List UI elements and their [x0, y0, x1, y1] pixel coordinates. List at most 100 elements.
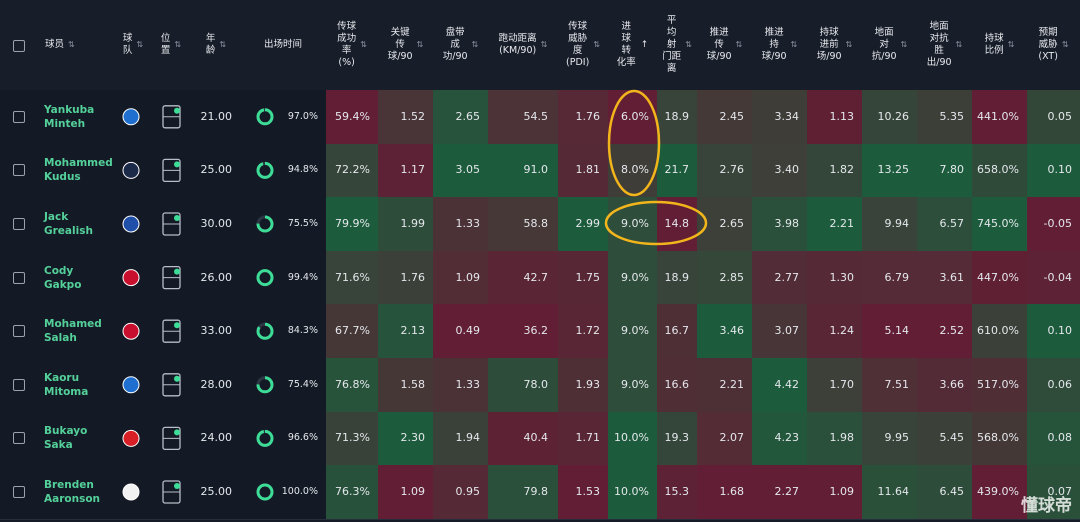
column-header[interactable]: 传球 威胁 度 (PDI)	[558, 0, 608, 90]
stat-cell: 7.80	[917, 143, 972, 198]
stat-cell: 19.3	[657, 411, 697, 466]
row-checkbox[interactable]	[13, 432, 25, 445]
column-header[interactable]: 推进 持 球/90	[752, 0, 807, 90]
stat-cell: 9.0%	[608, 304, 657, 358]
stat-cell: 3.61	[917, 250, 972, 305]
stat-cell: 1.52	[378, 90, 433, 144]
column-header[interactable]: 持球 比例	[972, 0, 1027, 90]
minutes-pct: 100.0%	[281, 485, 318, 497]
stat-cell: 2.76	[697, 143, 752, 198]
stat-cell: 1.70	[807, 358, 862, 412]
stat-cell: 3.98	[752, 197, 807, 251]
minutes-pct: 94.8%	[287, 164, 318, 176]
minutes-pct: 84.3%	[287, 325, 318, 337]
select-all[interactable]	[13, 40, 25, 52]
stat-cell: 1.81	[558, 143, 608, 198]
column-header[interactable]: 盘带 成 功/90	[433, 0, 488, 90]
stat-cell: 6.45	[917, 465, 972, 519]
column-header[interactable]: 球员	[36, 0, 116, 90]
stat-cell: 6.0%	[608, 90, 657, 144]
stat-cell: 9.0%	[608, 250, 657, 305]
column-header[interactable]: 地面 对 抗/90	[862, 0, 917, 90]
stat-cell: 3.40	[752, 143, 807, 198]
stat-cell: 2.99	[558, 197, 608, 251]
stat-cell: 1.17	[378, 143, 433, 198]
watermark: 懂球帝	[1021, 496, 1072, 516]
column-header[interactable]: 进 球 转 化率	[608, 0, 657, 90]
stat-cell: 2.85	[697, 250, 752, 305]
stat-cell: 441.0%	[972, 90, 1027, 144]
stat-cell: 91.0	[488, 143, 558, 198]
column-header[interactable]: 平 均 射 门距 离	[657, 0, 697, 90]
column-header[interactable]: 出场时间	[263, 39, 302, 50]
age: 33.00	[200, 324, 233, 338]
stat-cell: 18.9	[657, 250, 697, 305]
stat-cell: 15.3	[657, 465, 697, 519]
player-name[interactable]: Cody Gakpo	[44, 264, 82, 291]
stat-cell: 0.95	[433, 465, 488, 519]
row-checkbox[interactable]	[13, 271, 25, 284]
stat-cell: 439.0%	[972, 465, 1027, 519]
stat-cell: 1.13	[807, 90, 862, 144]
stat-cell: 59.4%	[326, 90, 378, 144]
stat-cell: 10.0%	[608, 465, 657, 519]
column-header[interactable]: 年 龄	[192, 0, 240, 90]
row-checkbox[interactable]	[13, 218, 25, 230]
player-name[interactable]: Brenden Aaronson	[44, 478, 101, 505]
stat-cell: 2.65	[697, 197, 752, 251]
player-name[interactable]: Jack Grealish	[44, 210, 93, 237]
player-name[interactable]: Mohammed Kudus	[44, 157, 113, 184]
age: 30.00	[200, 216, 233, 230]
stat-cell: 1.09	[378, 465, 433, 519]
player-name[interactable]: Yankuba Minteh	[44, 103, 95, 130]
row-checkbox[interactable]	[13, 110, 25, 123]
stat-cell: 447.0%	[972, 250, 1027, 305]
stat-cell: 78.0	[488, 358, 558, 412]
player-name[interactable]: Kaoru Mitoma	[44, 371, 89, 398]
player-name[interactable]: Mohamed Salah	[44, 318, 102, 345]
column-header[interactable]: 关键 传 球/90	[378, 0, 433, 90]
stat-cell: 3.07	[752, 304, 807, 358]
stat-cell: 1.98	[807, 411, 862, 466]
age: 26.00	[200, 270, 233, 284]
column-header[interactable]: 球 队	[116, 0, 150, 90]
stat-cell: 0.06	[1027, 358, 1080, 412]
stat-cell: 3.46	[697, 304, 752, 358]
stat-cell: -0.04	[1027, 250, 1080, 305]
stat-cell: 72.2%	[326, 143, 378, 198]
column-header[interactable]: 推进 传 球/90	[697, 0, 752, 90]
minutes-pct: 97.0%	[287, 110, 318, 122]
stat-cell: 0.08	[1027, 411, 1080, 466]
column-header[interactable]: 传球 成功 率 (%)	[326, 0, 378, 90]
column-header[interactable]: 位 置	[150, 0, 192, 90]
stat-cell: 1.09	[433, 250, 488, 305]
stat-cell: 2.52	[917, 304, 972, 358]
stat-cell: 4.42	[752, 358, 807, 412]
stat-cell: 2.77	[752, 250, 807, 305]
player-name[interactable]: Bukayo Saka	[44, 425, 88, 452]
row-checkbox[interactable]	[13, 325, 25, 338]
row-checkbox[interactable]	[13, 378, 25, 391]
stat-cell: 745.0%	[972, 197, 1027, 251]
stat-cell: 1.68	[697, 465, 752, 519]
stat-cell: 1.94	[433, 411, 488, 466]
stat-cell: 1.99	[378, 197, 433, 251]
column-header[interactable]: 跑动距离 (KM/90)	[488, 0, 558, 90]
column-header[interactable]: 预期 威胁 (XT)	[1027, 0, 1080, 90]
column-header[interactable]: 持球 进前 场/90	[807, 0, 862, 90]
stat-cell: 5.35	[917, 90, 972, 144]
stat-cell: 9.0%	[608, 358, 657, 412]
stat-cell: 1.09	[807, 465, 862, 519]
stat-cell: 1.24	[807, 304, 862, 358]
stat-cell: 18.9	[657, 90, 697, 144]
column-header[interactable]: 地面 对抗 胜 出/90	[917, 0, 972, 90]
stat-cell: 2.21	[697, 358, 752, 412]
row-checkbox[interactable]	[13, 486, 25, 498]
row-checkbox[interactable]	[13, 164, 25, 177]
stat-cell: 1.76	[558, 90, 608, 144]
stat-cell: 1.76	[378, 250, 433, 305]
stat-cell: 6.79	[862, 250, 917, 305]
stat-cell: 3.66	[917, 358, 972, 412]
stat-cell: 1.71	[558, 411, 608, 466]
minutes-pct: 99.4%	[287, 271, 318, 283]
